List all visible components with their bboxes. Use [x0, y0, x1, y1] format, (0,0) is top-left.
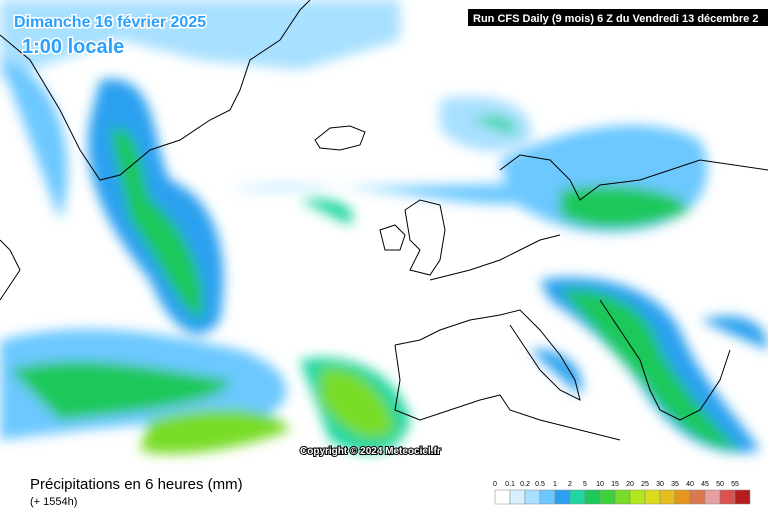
- footer-title: Précipitations en 6 heures (mm): [30, 476, 243, 493]
- legend-label: 55: [731, 481, 739, 488]
- title: Dimanche 16 février 2025: [14, 14, 206, 31]
- legend-swatch: [584, 489, 601, 505]
- legend-label: 20: [626, 481, 634, 488]
- legend-swatch: [719, 489, 736, 505]
- legend-swatch: [599, 489, 616, 505]
- legend-swatch: [524, 489, 541, 505]
- legend-swatch: [659, 489, 676, 505]
- lead-time: (+ 1554h): [30, 496, 77, 508]
- legend-label: 25: [641, 481, 649, 488]
- legend-label: 0.5: [535, 481, 545, 488]
- legend-swatch: [539, 489, 556, 505]
- legend-label: 50: [716, 481, 724, 488]
- legend-label: 35: [671, 481, 679, 488]
- legend-swatch: [509, 489, 526, 505]
- legend-label: 2: [568, 481, 572, 488]
- legend-swatch: [689, 489, 706, 505]
- legend-label: 40: [686, 481, 694, 488]
- legend-label: 0.1: [505, 481, 515, 488]
- legend-swatch: [614, 489, 631, 505]
- legend-swatch: [644, 489, 661, 505]
- legend-swatch: [629, 489, 646, 505]
- run-banner: [468, 9, 768, 26]
- legend-label: 15: [611, 481, 619, 488]
- legend-label: 1: [553, 481, 557, 488]
- legend-label: 10: [596, 481, 604, 488]
- map: [0, 0, 768, 454]
- run-text: Run CFS Daily (9 mois) 6 Z du Vendredi 1…: [473, 13, 758, 25]
- legend: 0 0.1 0.2 0.5 1 2 5 10 15 20 25 30 35 40 45 50 55: [493, 481, 751, 505]
- legend-swatch: [674, 489, 691, 505]
- legend-label: 30: [656, 481, 664, 488]
- legend-swatch: [704, 489, 721, 505]
- legend-swatch: [554, 489, 571, 505]
- legend-swatch: [494, 489, 511, 505]
- legend-swatch: [734, 489, 751, 505]
- precip-field: [0, 0, 768, 454]
- legend-swatch: [569, 489, 586, 505]
- legend-label: 5: [583, 481, 587, 488]
- legend-label: 0.2: [520, 481, 530, 488]
- time: 1:00 locale: [22, 36, 124, 58]
- legend-label: 0: [493, 481, 497, 488]
- copyright: Copyright © 2024 Meteociel.fr: [300, 446, 441, 457]
- legend-label: 45: [701, 481, 709, 488]
- coastlines: [0, 0, 768, 441]
